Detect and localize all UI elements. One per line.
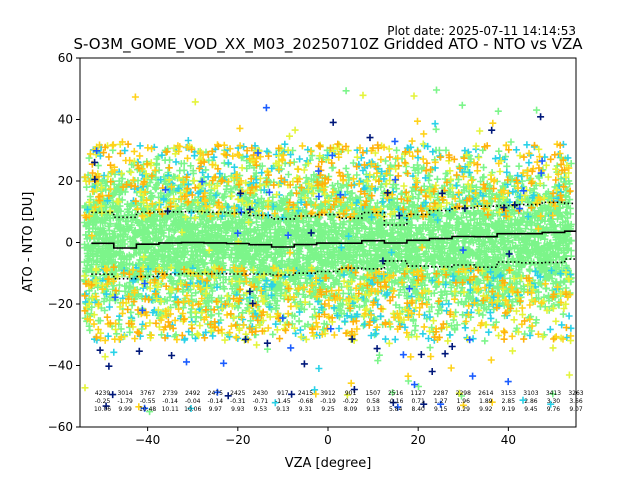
bin-count-label: 2415 — [298, 390, 313, 397]
bin-mean-label: -1.79 — [117, 398, 133, 405]
bin-mean-label: -0.14 — [208, 398, 224, 405]
bin-mean-label: -0.04 — [185, 398, 201, 405]
plot-date: Plot date: 2025-07-11 14:14:53 — [387, 24, 576, 38]
bin-std-label: 9.13 — [366, 406, 380, 413]
bin-std-label: 10.06 — [94, 406, 111, 413]
bin-mean-label: -0.55 — [140, 398, 156, 405]
bin-std-label: 9.15 — [434, 406, 448, 413]
x-axis-label: VZA [degree] — [285, 456, 372, 471]
bin-std-label: 9.92 — [479, 406, 493, 413]
scatter-points-dark — [91, 113, 545, 410]
bin-count-label: 4239 — [95, 390, 110, 397]
x-axis: −40 −20 0 20 40 — [135, 427, 516, 447]
std-lower-line — [91, 258, 576, 280]
bin-mean-label: 2.86 — [524, 398, 538, 405]
y-tick-label: 20 — [58, 174, 73, 188]
y-tick-label: −20 — [48, 297, 73, 311]
bin-count-label: 2516 — [388, 390, 403, 397]
bin-std-label: 9.76 — [547, 406, 561, 413]
std-upper-line — [91, 201, 576, 226]
bin-mean-label: -0.14 — [162, 398, 178, 405]
bin-mean-label: -1.45 — [275, 398, 291, 405]
x-tick-label: −40 — [135, 433, 160, 447]
bin-stats-layer: 4239-0.2510.063014-1.799.993767-0.5510.4… — [94, 390, 584, 413]
bin-count-label: 2425 — [230, 390, 245, 397]
scatter-points-c0 — [93, 104, 546, 412]
bin-mean-label: 3.30 — [547, 398, 561, 405]
bin-count-label: 3413 — [546, 390, 561, 397]
bin-mean-label: -0.25 — [95, 398, 111, 405]
bin-mean-label: 0.71 — [412, 398, 426, 405]
bin-std-label: 9.93 — [231, 406, 245, 413]
bin-mean-label: -0.22 — [343, 398, 359, 405]
bin-count-label: 3912 — [320, 390, 335, 397]
bin-mean-label: -0.71 — [253, 398, 269, 405]
bin-std-label: 8.40 — [412, 406, 426, 413]
bin-count-label: 2739 — [163, 390, 178, 397]
bin-mean-label: 1.96 — [457, 398, 471, 405]
bin-mean-label: 1.27 — [434, 398, 448, 405]
bin-std-label: 9.31 — [299, 406, 313, 413]
bin-count-label: 3153 — [501, 390, 516, 397]
bin-std-label: 9.99 — [118, 406, 132, 413]
y-tick-label: 0 — [65, 236, 73, 250]
bin-mean-label: 2.85 — [502, 398, 516, 405]
bin-count-label: 2298 — [456, 390, 471, 397]
bin-mean-label: -0.31 — [230, 398, 246, 405]
bin-std-label: 9.13 — [276, 406, 290, 413]
bin-std-label: 9.97 — [209, 406, 223, 413]
bin-std-label: 9.25 — [321, 406, 335, 413]
bin-count-label: 901 — [345, 390, 357, 397]
x-tick-label: 0 — [324, 433, 332, 447]
bin-count-label: 917 — [277, 390, 289, 397]
bin-mean-label: -0.68 — [298, 398, 314, 405]
bin-std-label: 9.53 — [254, 406, 268, 413]
bin-std-label: 9.19 — [502, 406, 516, 413]
mean-line — [91, 230, 576, 249]
x-tick-label: −20 — [225, 433, 250, 447]
scatter-points-layer — [81, 86, 575, 416]
bin-std-label: 10.11 — [162, 406, 179, 413]
bin-count-label: 1127 — [411, 390, 426, 397]
bin-count-label: 2430 — [253, 390, 268, 397]
chart-title: S-O3M_GOME_VOD_XX_M03_20250710Z Gridded … — [73, 35, 583, 54]
y-tick-label: 40 — [58, 113, 73, 127]
bin-count-label: 1507 — [365, 390, 380, 397]
bin-count-label: 2492 — [185, 390, 200, 397]
bin-mean-label: 1.89 — [479, 398, 493, 405]
y-axis-label: ATO - NTO [DU] — [21, 192, 36, 293]
y-axis: −60 −40 −20 0 20 40 60 — [48, 51, 80, 434]
y-tick-label: −40 — [48, 359, 73, 373]
bin-std-label: 10.06 — [184, 406, 201, 413]
y-tick-label: −60 — [48, 420, 73, 434]
bin-count-label: 2614 — [478, 390, 493, 397]
bin-std-label: 9.45 — [524, 406, 538, 413]
bin-mean-label: -0.16 — [388, 398, 404, 405]
bin-std-label: 9.29 — [457, 406, 471, 413]
bin-count-label: 3103 — [523, 390, 538, 397]
bin-mean-label: -0.19 — [320, 398, 336, 405]
scatter-points-c5 — [81, 140, 574, 343]
bin-count-label: 3014 — [117, 390, 132, 397]
bin-mean-label: 0.58 — [366, 398, 380, 405]
x-tick-label: 40 — [501, 433, 516, 447]
bin-std-label: 10.48 — [139, 406, 156, 413]
bin-lines-layer — [91, 201, 576, 280]
y-tick-label: 60 — [58, 51, 73, 65]
bin-count-label: 2287 — [433, 390, 448, 397]
bin-std-label: 8.09 — [344, 406, 358, 413]
bin-count-label: 2475 — [208, 390, 223, 397]
x-tick-label: 20 — [411, 433, 426, 447]
bin-count-label: 3767 — [140, 390, 155, 397]
bin-std-label: 5.84 — [389, 406, 403, 413]
